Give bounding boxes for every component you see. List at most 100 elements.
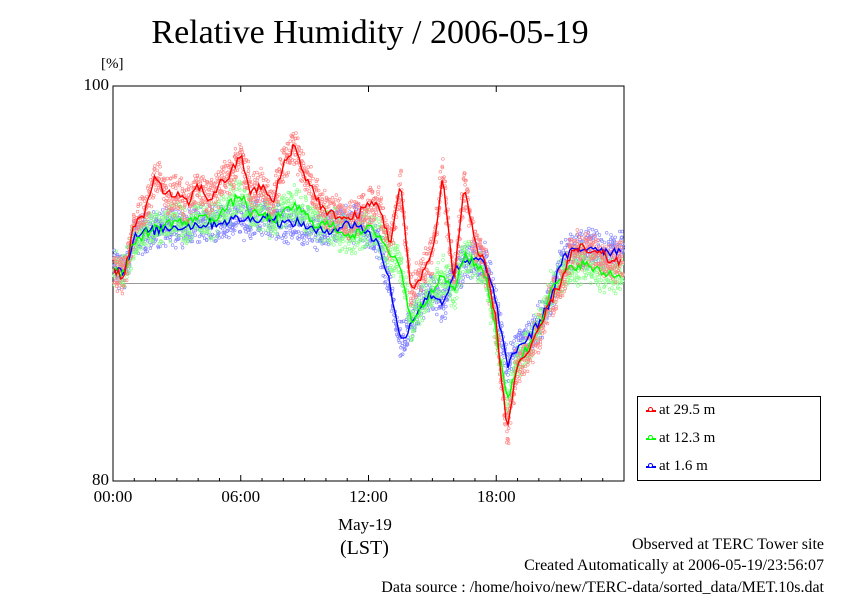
scatter-point [120,288,123,291]
scatter-point [147,244,150,247]
scatter-point [386,261,389,264]
scatter-point [159,173,162,176]
scatter-point [598,234,601,237]
scatter-point [352,242,355,245]
scatter-point [303,167,306,170]
scatter-point [619,288,622,291]
scatter-point [156,169,159,172]
scatter-point [372,222,375,225]
scatter-point [174,187,177,190]
scatter-point [577,285,580,288]
scatter-point [287,242,290,245]
scatter-point [277,236,280,239]
scatter-point [295,193,298,196]
scatter-point [288,149,291,152]
scatter-point [461,280,464,283]
scatter-point [435,313,438,316]
scatter-point [116,290,119,293]
scatter-point [466,275,469,278]
scatter-point [223,190,226,193]
scatter-point [272,232,275,235]
scatter-point [489,262,492,265]
scatter-point [149,247,152,250]
scatter-point [150,244,153,247]
scatter-point [464,241,467,244]
scatter-point [199,196,202,199]
scatter-point [440,320,443,323]
scatter-point [338,243,341,246]
scatter-point [377,186,380,189]
scatter-point [225,227,228,230]
scatter-point [402,271,405,274]
scatter-point [238,187,241,190]
scatter-point [454,303,457,306]
scatter-point [463,273,466,276]
scatter-point [217,171,220,174]
scatter-point [335,194,338,197]
scatter-point [153,172,156,175]
scatter-point [492,278,495,281]
scatter-point [421,319,424,322]
scatter-point [599,290,602,293]
scatter-point [327,205,330,208]
scatter-point [450,304,453,307]
scatter-point [312,177,315,180]
scatter-point [330,237,333,240]
scatter-point [484,241,487,244]
scatter-point [449,297,452,300]
scatter-point [150,205,153,208]
scatter-point [232,233,235,236]
scatter-point [378,214,381,217]
scatter-point [444,312,447,315]
scatter-point [454,307,457,310]
scatter-point [398,252,401,255]
scatter-point [462,270,465,273]
scatter-point [262,229,265,232]
scatter-point [243,239,246,242]
scatter-point [456,297,459,300]
scatter-point [166,177,169,180]
scatter-point [202,196,205,199]
scatter-point [228,160,231,163]
scatter-point [564,246,567,249]
scatter-point [541,336,544,339]
scatter-point [229,188,232,191]
scatter-point [296,137,299,140]
scatter-point [181,243,184,246]
scatter-point [600,279,603,282]
scatter-point [511,343,514,346]
scatter-point [222,195,225,198]
scatter-point [293,184,296,187]
scatter-point [345,212,348,215]
scatter-point [194,234,197,237]
scatter-point [444,317,447,320]
scatter-point [374,250,377,253]
scatter-point [538,308,541,311]
scatter-point [298,235,301,238]
scatter-point [444,305,447,308]
scatter-point [238,143,241,146]
scatter-point [598,287,601,290]
scatter-point [353,246,356,249]
scatter-point [178,211,181,214]
scatter-point [560,241,563,244]
scatter-point [407,340,410,343]
scatter-point [611,287,614,290]
scatter-point [378,220,381,223]
scatter-point [234,147,237,150]
scatter-point [536,304,539,307]
scatter-point [505,371,508,374]
scatter-point [247,172,250,175]
scatter-point [247,231,250,234]
scatter-point [345,204,348,207]
scatter-point [390,310,393,313]
scatter-point [614,292,617,295]
scatter-point [130,267,133,270]
scatter-point [174,246,177,249]
scatter-point [513,340,516,343]
scatter-point [306,242,309,245]
scatter-point [261,234,264,237]
scatter-point [497,302,500,305]
scatter-point [307,166,310,169]
scatter-point [334,198,337,201]
